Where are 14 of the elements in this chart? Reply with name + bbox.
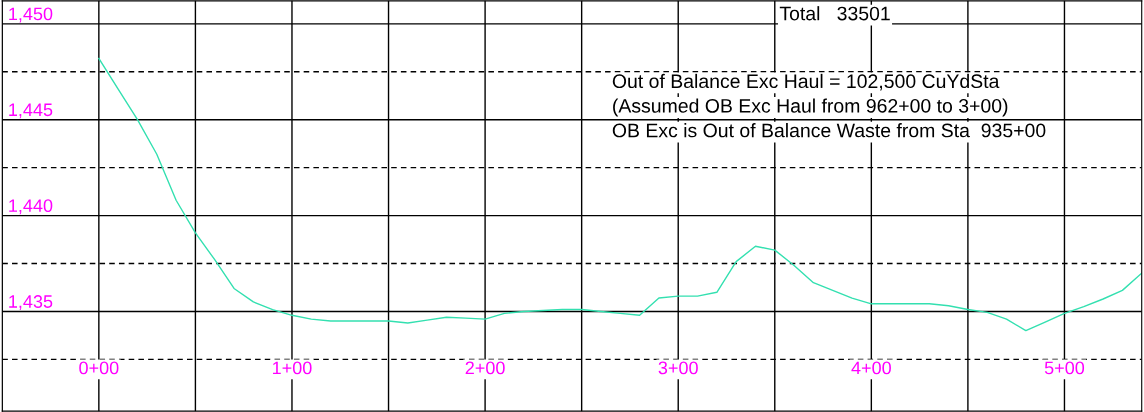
y-tick-label: 1,450 [9, 7, 53, 23]
annotation: Total 33501 [779, 6, 890, 21]
y-tick-label: 1,435 [9, 295, 53, 311]
annotation: OB Exc is Out of Balance Waste from Sta 935+00 [612, 123, 1046, 138]
x-tick-label: 3+00 [658, 361, 698, 375]
y-tick-label: 1,440 [9, 199, 53, 215]
x-tick-label: 2+00 [465, 361, 505, 375]
x-tick-label: 1+00 [273, 361, 312, 375]
y-tick-label: 1,445 [9, 103, 53, 119]
annotation: (Assumed OB Exc Haul from 962+00 to 3+00) [613, 98, 1008, 117]
x-tick-label: 5+00 [1044, 361, 1085, 375]
x-tick-label: 4+00 [851, 361, 891, 375]
annotation: Out of Balance Exc Haul = 102,500 CuYdSta [612, 73, 1000, 91]
x-tick-label: 0+00 [79, 361, 119, 375]
